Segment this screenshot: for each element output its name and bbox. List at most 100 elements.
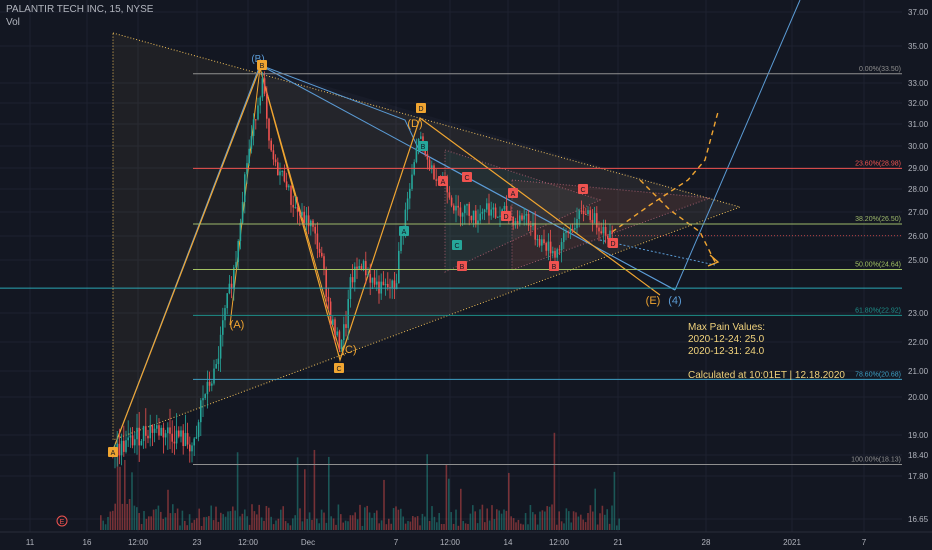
candle-body xyxy=(151,425,154,433)
volume-bar xyxy=(376,510,378,530)
candle-body xyxy=(426,153,429,160)
fib-label: 61.80%(22.92) xyxy=(855,307,901,314)
candle-body xyxy=(127,437,129,441)
volume-bar xyxy=(119,466,121,530)
volume-bar xyxy=(464,523,467,530)
candle-body xyxy=(180,430,182,437)
candle-body xyxy=(481,211,484,214)
volume-bar xyxy=(558,511,560,530)
candle-body xyxy=(563,233,565,243)
volume-bar xyxy=(414,517,416,530)
candle-body xyxy=(591,219,594,223)
fibonacci-levels: 0.00%(33.50) 23.60%(28.98) 38.20%(26.50) 50… xyxy=(0,66,932,465)
candle-body xyxy=(600,231,602,234)
volume-bar xyxy=(575,512,577,530)
minor-C-text: C xyxy=(454,243,459,250)
candle-body xyxy=(268,118,270,141)
volume-bar xyxy=(215,506,217,530)
candle-body xyxy=(420,136,422,139)
candle-body xyxy=(292,204,294,208)
volume-bar xyxy=(340,514,342,530)
candle-body xyxy=(593,213,596,223)
candle-body xyxy=(164,433,167,438)
volume-bar xyxy=(510,516,512,530)
candle-body xyxy=(182,430,184,447)
volume-bar xyxy=(529,505,532,530)
candle-body xyxy=(578,210,580,219)
candle-body xyxy=(589,210,591,220)
candle-body xyxy=(175,430,178,444)
candle-body xyxy=(125,440,127,452)
candle-body xyxy=(582,210,585,215)
candle-body xyxy=(307,215,310,227)
time-tick-label: 12:00 xyxy=(128,538,149,547)
fib-label: 50.00%(24.64) xyxy=(855,262,901,269)
candle-body xyxy=(433,165,435,180)
candle-body xyxy=(233,267,235,288)
price-tick-label: 21.00 xyxy=(908,367,929,376)
volume-bar xyxy=(508,472,510,530)
fib-label: 100.00%(18.13) xyxy=(851,456,901,463)
candle-body xyxy=(503,205,506,210)
volume-bar xyxy=(383,479,385,530)
candle-body xyxy=(362,261,365,270)
candle-body xyxy=(230,283,233,288)
volume-bar xyxy=(311,519,313,530)
candle-body xyxy=(604,226,607,236)
candle-body xyxy=(316,233,319,249)
minor-D2 xyxy=(608,238,618,248)
volume-bar xyxy=(176,508,179,530)
volume-bar xyxy=(203,517,205,530)
volume-bar xyxy=(222,514,224,530)
volume-bar xyxy=(601,505,604,530)
volume-bar xyxy=(248,524,251,530)
volume-bar xyxy=(227,511,229,530)
volume-bar xyxy=(611,505,613,530)
candle-body xyxy=(461,213,464,217)
volume-bar xyxy=(426,454,428,530)
candle-body xyxy=(136,427,138,440)
candle-body xyxy=(189,444,191,452)
candle-body xyxy=(492,207,495,210)
candle-body xyxy=(129,435,132,438)
volume-bar xyxy=(323,512,325,530)
candle-body xyxy=(409,188,411,199)
candle-body xyxy=(371,277,374,283)
candle-body xyxy=(123,440,125,452)
volume-bar xyxy=(265,506,268,530)
volume-bar xyxy=(287,523,289,530)
volume-bar xyxy=(390,523,392,530)
volume-bar xyxy=(436,522,438,530)
candle-body xyxy=(296,207,299,212)
candle-body xyxy=(455,205,457,211)
candle-body xyxy=(406,198,409,210)
volume-bar xyxy=(380,520,383,530)
volume-bar xyxy=(328,456,330,530)
volume-bar xyxy=(349,515,352,530)
candle-body xyxy=(219,334,222,359)
volume-bar xyxy=(373,512,376,530)
volume-bar xyxy=(325,522,328,530)
minor-A-text: A xyxy=(402,229,407,236)
volume-bar xyxy=(164,517,167,530)
candle-body xyxy=(516,221,519,224)
candle-body xyxy=(602,226,605,234)
volume-bar xyxy=(188,514,191,530)
volume-bar xyxy=(486,508,488,530)
volume-bar xyxy=(253,511,256,530)
volume-bar xyxy=(244,509,246,530)
volume-bar xyxy=(256,514,258,530)
price-tick-label: 35.00 xyxy=(908,42,929,51)
candle-body xyxy=(580,210,583,212)
candle-body xyxy=(360,266,363,270)
volume-bar xyxy=(474,511,476,530)
symbol-title: PALANTIR TECH INC, 15, NYSE xyxy=(6,4,154,15)
volume-bar xyxy=(337,504,340,530)
price-tick-label: 23.00 xyxy=(908,309,929,318)
candle-body xyxy=(149,425,151,439)
candle-body xyxy=(519,215,521,224)
volume-bar xyxy=(551,504,553,530)
wave-box-C xyxy=(334,363,344,373)
volume-bar xyxy=(260,517,263,530)
